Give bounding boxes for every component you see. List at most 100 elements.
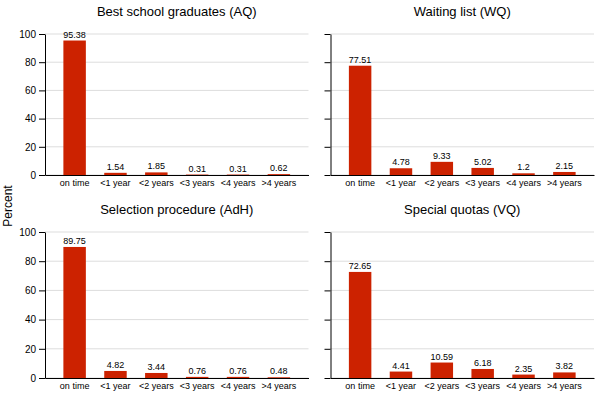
y-tick-label: 0 — [30, 373, 36, 384]
x-tick: <3 years — [180, 178, 215, 188]
data-label: 95.38 — [63, 30, 86, 40]
y-tick — [325, 34, 331, 35]
x-axis-line — [46, 378, 310, 379]
bar — [268, 377, 290, 378]
y-tick-mark — [325, 34, 331, 35]
y-tick-mark — [39, 261, 45, 262]
data-label: 0.76 — [229, 366, 247, 376]
data-label: 4.78 — [392, 157, 410, 167]
x-tick: <1 year — [386, 381, 416, 391]
x-tick-label: <1 year — [100, 381, 130, 391]
y-axis-line — [45, 35, 46, 176]
x-tick-label: <1 year — [386, 381, 416, 391]
x-axis: on time <1 year <2 years <3 years <4 years >4… — [46, 176, 310, 189]
x-tick-label: <4 years — [221, 178, 256, 188]
x-tick-label: >4 years — [547, 178, 582, 188]
bar — [512, 173, 534, 175]
x-axis-line — [331, 175, 595, 176]
grid — [45, 232, 309, 378]
x-tick: >4 years — [547, 178, 582, 188]
x-tick-label: on time — [60, 178, 90, 188]
bar — [431, 363, 453, 378]
y-tick — [325, 90, 331, 91]
x-tick: <4 years — [506, 381, 541, 391]
data-labels: 89.754.823.440.760.760.48 — [63, 236, 287, 376]
y-tick — [325, 62, 331, 63]
bar — [145, 373, 167, 378]
y-axis — [325, 35, 332, 176]
y-tick — [325, 261, 331, 262]
bar — [145, 172, 167, 175]
bar — [268, 174, 290, 175]
y-tick — [325, 320, 331, 321]
bar — [63, 41, 85, 175]
bar — [431, 162, 453, 175]
x-tick-label: on time — [60, 381, 90, 391]
y-tick: 0 — [30, 373, 45, 384]
x-tick: <1 year — [386, 178, 416, 188]
y-tick-mark — [325, 147, 331, 148]
y-tick-mark — [325, 261, 331, 262]
y-tick-mark — [39, 378, 45, 379]
data-label: 9.33 — [433, 151, 451, 161]
data-label: 0.76 — [188, 366, 206, 376]
y-tick — [325, 147, 331, 148]
bar — [471, 369, 493, 378]
x-tick: <3 years — [180, 381, 215, 391]
data-label: 3.44 — [148, 362, 166, 372]
x-tick-label: <3 years — [180, 178, 215, 188]
y-tick: 100 — [19, 227, 45, 238]
x-tick-label: on time — [345, 178, 375, 188]
x-tick: >4 years — [261, 178, 296, 188]
x-tick-label: >4 years — [261, 178, 296, 188]
y-tick — [325, 119, 331, 120]
data-label: 4.82 — [107, 360, 125, 370]
bars — [349, 272, 576, 378]
x-tick-label: <4 years — [506, 178, 541, 188]
y-axis: 020406080100 — [19, 227, 45, 384]
data-label: 0.31 — [188, 164, 206, 174]
y-tick: 100 — [19, 29, 45, 40]
y-tick-mark — [39, 119, 45, 120]
y-tick: 20 — [25, 344, 45, 355]
bar — [349, 66, 371, 175]
y-tick: 40 — [25, 113, 45, 124]
y-axis-line — [331, 35, 332, 176]
x-tick-label: <4 years — [221, 381, 256, 391]
x-axis-line — [331, 378, 595, 379]
x-tick: <2 years — [424, 178, 459, 188]
bar — [471, 168, 493, 175]
y-tick-label: 20 — [25, 344, 37, 355]
x-tick-label: <3 years — [180, 381, 215, 391]
title: Special quotas (VQ) — [404, 202, 520, 217]
x-tick-label: >4 years — [547, 381, 582, 391]
bar — [227, 377, 249, 378]
bars — [63, 247, 290, 378]
data-label: 72.65 — [349, 261, 372, 271]
x-tick-label: <3 years — [465, 381, 500, 391]
y-tick-mark — [39, 147, 45, 148]
bar — [553, 172, 575, 175]
y-tick-mark — [325, 232, 331, 233]
bar — [63, 247, 85, 378]
y-tick-label: 80 — [25, 57, 37, 68]
data-label: 3.82 — [556, 361, 574, 371]
x-tick: >4 years — [261, 381, 296, 391]
y-tick-mark — [39, 90, 45, 91]
bar — [512, 375, 534, 378]
grid — [45, 34, 309, 175]
x-tick-label: <1 year — [100, 178, 130, 188]
y-tick: 0 — [30, 170, 45, 181]
x-tick: >4 years — [547, 381, 582, 391]
y-tick-mark — [39, 232, 45, 233]
x-tick-label: <2 years — [139, 178, 174, 188]
x-tick: <3 years — [465, 381, 500, 391]
x-tick: on time — [60, 178, 90, 188]
data-label: 6.18 — [474, 358, 492, 368]
y-tick-label: 40 — [25, 314, 37, 325]
y-tick-label: 60 — [25, 285, 37, 296]
y-tick — [325, 232, 331, 233]
y-tick: 40 — [25, 314, 45, 325]
y-tick-mark — [39, 34, 45, 35]
y-axis-title: Percent — [1, 185, 15, 227]
